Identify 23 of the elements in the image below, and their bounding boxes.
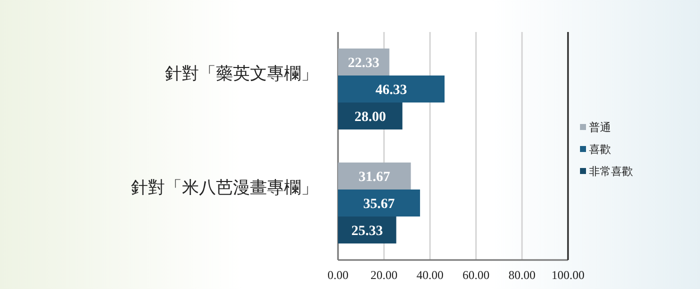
legend-label: 喜歡 (589, 143, 611, 156)
x-tick-label: 80.00 (508, 268, 536, 282)
bar (338, 76, 445, 102)
bar (338, 162, 411, 190)
x-tick-label: 0.00 (328, 268, 348, 282)
data-label: 25.33 (351, 224, 383, 239)
legend-label: 普通 (589, 121, 611, 134)
y-tick-label: 針對「米八芭漫畫專欄」 (131, 178, 318, 198)
x-tick-label: 40.00 (416, 268, 444, 282)
bar (338, 216, 396, 244)
bar (338, 190, 420, 216)
bar (338, 48, 390, 76)
bar (338, 102, 402, 130)
data-label: 22.33 (348, 56, 380, 72)
data-label: 28.00 (354, 110, 386, 125)
data-label: 31.67 (358, 170, 390, 186)
data-label: 35.67 (363, 197, 395, 212)
y-tick-label: 針對「藥英文專欄」 (165, 64, 318, 84)
x-tick-label: 60.00 (462, 268, 490, 282)
legend-label: 非常喜歡 (589, 165, 633, 178)
x-tick-label: 20.00 (370, 268, 398, 282)
x-tick-label: 100.00 (552, 268, 584, 282)
data-label: 46.33 (376, 83, 408, 98)
